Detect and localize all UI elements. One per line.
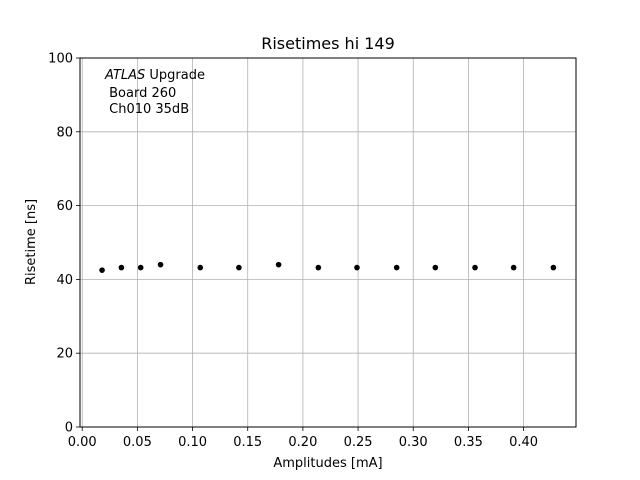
data-point <box>510 264 517 271</box>
data-point <box>99 267 105 273</box>
x-tick-label: 0.25 <box>344 435 373 450</box>
x-axis-ticks: 0.00 0.05 0.10 0.15 0.20 0.25 0.30 0.35 0.40 <box>68 427 538 450</box>
data-point <box>550 264 557 271</box>
y-axis-ticks: 0 20 40 60 80 100 <box>48 52 80 436</box>
data-point <box>354 264 360 271</box>
data-point <box>157 261 164 268</box>
y-tick-label: 80 <box>56 125 73 140</box>
data-point <box>432 264 439 271</box>
x-tick-label: 0.00 <box>68 435 97 450</box>
y-tick-label: 100 <box>48 52 73 67</box>
x-tick-label: 0.40 <box>509 435 538 450</box>
data-point <box>118 264 125 271</box>
x-tick-label: 0.15 <box>233 435 262 450</box>
data-point <box>137 264 144 271</box>
x-axis-label: Amplitudes [mA] <box>273 456 382 471</box>
data-point <box>236 264 242 271</box>
annotation-line-3: Ch010 35dB <box>105 102 189 117</box>
y-tick-label: 0 <box>65 421 73 436</box>
data-point <box>393 264 400 271</box>
y-tick-label: 40 <box>56 273 73 288</box>
y-tick-label: 60 <box>56 199 73 214</box>
x-tick-label: 0.30 <box>399 435 428 450</box>
x-tick-label: 0.35 <box>454 435 483 450</box>
annotation-line-1: ATLAS Upgrade <box>104 68 205 83</box>
data-point <box>197 264 204 271</box>
annotation-upgrade: Upgrade <box>145 68 205 83</box>
grid-lines <box>80 57 576 428</box>
data-point <box>472 264 478 271</box>
y-axis-label: Risetime [ns] <box>24 199 39 285</box>
x-tick-label: 0.05 <box>123 435 152 450</box>
plot-frame <box>79 57 577 428</box>
x-tick-label: 0.20 <box>288 435 317 450</box>
data-point <box>315 264 322 271</box>
chart-title: Risetimes hi 149 <box>261 34 395 53</box>
data-points <box>99 261 557 273</box>
annotation-line-2: Board 260 <box>105 86 176 101</box>
annotation-box: ATLAS Upgrade Board 260 Ch010 35dB <box>104 68 205 117</box>
annotation-atlas: ATLAS <box>104 68 145 83</box>
x-tick-label: 0.10 <box>178 435 207 450</box>
y-tick-label: 20 <box>56 347 73 362</box>
data-point <box>275 261 282 268</box>
